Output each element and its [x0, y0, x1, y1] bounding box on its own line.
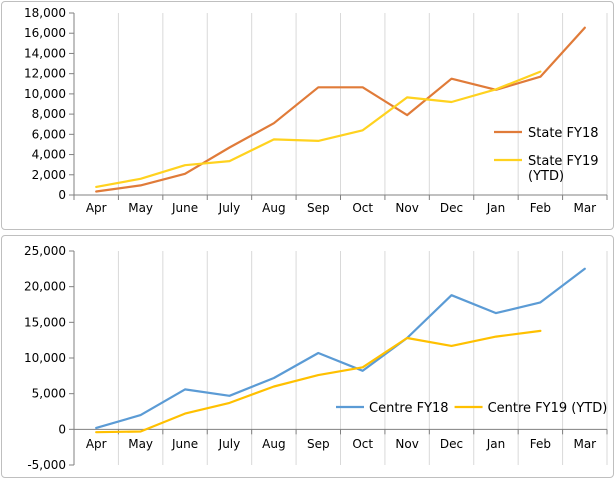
legend-label: State FY18 — [528, 126, 599, 141]
x-tick-label: Nov — [395, 201, 418, 215]
legend-label: Centre FY18 — [369, 401, 449, 416]
y-tick-label: -5,000 — [27, 458, 66, 472]
y-tick-label: 25,000 — [24, 244, 66, 258]
y-tick-label: 10,000 — [24, 87, 66, 101]
x-tick-label: Sep — [307, 437, 330, 451]
series-line-centre-1 — [95, 267, 586, 429]
y-tick-label: 0 — [58, 188, 66, 202]
legend-label: (YTD) — [528, 169, 564, 184]
y-tick-label: 8,000 — [32, 107, 66, 121]
y-tick-label: 6,000 — [32, 127, 66, 141]
series-line-state-2 — [95, 70, 542, 188]
centre-chart-panel: -5,000 0 5,000 10,000 15,000 20,000 25,000 Apr M… — [1, 235, 614, 478]
centre-line-chart: -5,000 0 5,000 10,000 15,000 20,000 25,000 Apr M… — [24, 244, 608, 472]
x-tick-label: Aug — [262, 437, 285, 451]
x-tick-label: May — [128, 437, 153, 451]
x-tick-label: Feb — [530, 201, 551, 215]
y-tick-label: 14,000 — [24, 46, 66, 60]
x-tick-label: Jan — [486, 201, 506, 215]
x-tick-label: July — [218, 201, 241, 215]
x-tick-label: Mar — [573, 437, 596, 451]
x-tick-label: Nov — [395, 437, 418, 451]
x-tick-label: Apr — [86, 201, 107, 215]
y-tick-label: 12,000 — [24, 67, 66, 81]
y-tick-label: 10,000 — [24, 351, 66, 365]
x-tick-label: Sep — [307, 201, 330, 215]
y-tick-label: 0 — [58, 422, 66, 436]
x-tick-label: Feb — [530, 437, 551, 451]
legend-label: State FY19 — [528, 154, 599, 169]
x-tick-label: May — [128, 201, 153, 215]
x-tick-label: Aug — [262, 201, 285, 215]
x-tick-label: Jan — [486, 437, 506, 451]
x-tick-label: Oct — [352, 201, 373, 215]
x-tick-label: Mar — [573, 201, 596, 215]
state-line-chart: 0 2,000 4,000 6,000 8,000 10,000 12,000 14,000 1… — [24, 6, 608, 215]
legend-label: Centre FY19 (YTD) — [488, 401, 608, 416]
y-tick-label: 2,000 — [32, 168, 66, 182]
series-line-state-1 — [95, 26, 586, 193]
state-chart-panel: 0 2,000 4,000 6,000 8,000 10,000 12,000 14,000 1… — [1, 1, 614, 230]
x-tick-label: July — [218, 437, 241, 451]
series-line-centre-2 — [95, 329, 542, 434]
y-tick-label: 4,000 — [32, 148, 66, 162]
x-tick-label: Apr — [86, 437, 107, 451]
y-tick-label: 16,000 — [24, 26, 66, 40]
y-tick-label: 18,000 — [24, 6, 66, 20]
y-tick-label: 20,000 — [24, 280, 66, 294]
y-tick-label: 15,000 — [24, 315, 66, 329]
x-tick-label: Dec — [440, 437, 463, 451]
x-tick-label: Oct — [352, 437, 373, 451]
x-tick-label: June — [171, 201, 198, 215]
x-tick-label: June — [171, 437, 198, 451]
y-tick-label: 5,000 — [32, 387, 66, 401]
x-tick-label: Dec — [440, 201, 463, 215]
